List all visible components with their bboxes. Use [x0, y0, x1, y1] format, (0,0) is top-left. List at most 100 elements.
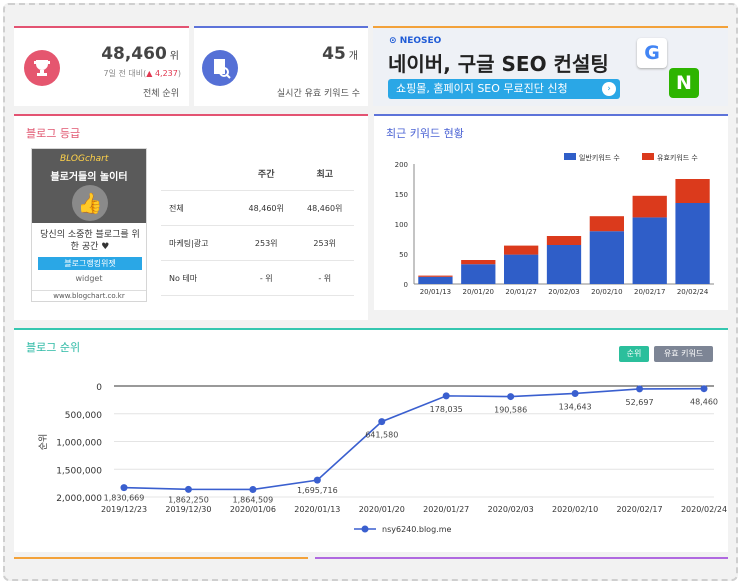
y-axis-label: 순위: [38, 434, 49, 451]
rank-chart-card: 블로그 순위 순위 유효 키워드 0 500,000 1,000,000 1,500,…: [14, 328, 728, 552]
y-tick-label: 200: [395, 161, 408, 169]
widget-tagline: 블로거들의 놀이터: [50, 172, 128, 183]
y-tick-label: 50: [399, 251, 408, 259]
best-rank: - 위: [295, 260, 354, 296]
x-tick-label: 2020/01/06: [230, 505, 276, 514]
best-rank: 48,460위: [295, 190, 354, 226]
legend-label-general: 일반키워드 수: [579, 153, 620, 162]
data-point: [249, 485, 257, 493]
legend-swatch-valid: [642, 153, 654, 160]
keyword-count: 45 개: [322, 44, 358, 64]
y-tick-label: 1,000,000: [56, 439, 102, 449]
keyword-chart-title: 최근 키워드 현황: [386, 127, 464, 140]
grade-header-weekly: 주간: [236, 156, 296, 191]
data-point: [700, 385, 708, 393]
x-tick-label: 20/02/10: [591, 288, 622, 296]
neoseo-logo: ⊙ NEOSEO: [389, 36, 442, 46]
best-rank: 253위: [295, 225, 354, 261]
naver-logo-icon: N: [669, 68, 699, 98]
keyword-caption: 실시간 유효 키워드 수: [276, 89, 360, 99]
bar-general: [632, 217, 667, 284]
bar-general: [418, 276, 453, 284]
google-logo-icon: G: [637, 38, 667, 68]
blog-grade-title: 블로그 등급: [26, 127, 81, 140]
y-tick-label: 0: [404, 281, 408, 289]
data-label: 641,580: [365, 431, 398, 440]
legend-marker: [361, 525, 369, 533]
bar-valid: [675, 179, 710, 203]
x-tick-label: 2020/01/20: [359, 505, 405, 514]
data-label: 190,586: [494, 406, 527, 415]
x-tick-label: 2020/01/27: [423, 505, 469, 514]
ad-cta-button[interactable]: 쇼핑몰, 홈페이지 SEO 무료진단 신청 ›: [388, 79, 620, 99]
rank-line-chart: 0 500,000 1,000,000 1,500,000 2,000,000 순위 201…: [38, 383, 727, 534]
x-tick-label: 20/01/13: [420, 288, 451, 296]
thumbs-up-icon: 👍: [72, 185, 108, 221]
bottom-purple-line: [315, 557, 728, 559]
data-label: 1,862,250: [168, 495, 209, 504]
bar-general: [461, 264, 496, 284]
x-tick-label: 2020/02/17: [617, 505, 663, 514]
bar-valid: [418, 275, 453, 277]
blogchart-widget[interactable]: BLOGchart 블로거들의 놀이터 👍 당신의 소중한 블로그를 위한 공간…: [31, 148, 147, 302]
rank-summary-card: 48,460 위 7일 전 대비(▲ 4,237) 전체 순위: [14, 26, 189, 106]
data-point: [442, 392, 450, 400]
row-label: 전체: [161, 190, 237, 226]
x-tick-label: 20/01/20: [463, 288, 494, 296]
rank-value: 48,460 위: [101, 44, 179, 64]
row-label: 마케팅|광고: [161, 225, 237, 261]
y-tick-label: 500,000: [65, 411, 102, 421]
grade-header-empty: [161, 156, 237, 191]
y-tick-label: 150: [395, 191, 408, 199]
widget-url[interactable]: www.blogchart.co.kr: [32, 290, 146, 300]
weekly-rank: 253위: [236, 225, 296, 261]
x-tick-label: 2019/12/30: [165, 505, 211, 514]
widget-ranking-button[interactable]: 블로그랭킹위젯: [38, 257, 142, 270]
bar-general: [504, 254, 539, 284]
keyword-bar-chart: 0 50 100 150 200 20/01/13 20/01/20 20/01/27 20/0…: [395, 153, 714, 296]
data-label: 1,695,716: [297, 486, 338, 495]
data-point: [507, 393, 515, 401]
grade-table: 주간 최고 전체 48,460위 48,460위 마케팅|광고 253위 253…: [161, 156, 354, 296]
x-tick-label: 2020/02/10: [552, 505, 598, 514]
keyword-chart-card: 최근 키워드 현황 0 50 100 150 200 20/01/13 20/01/20 20…: [374, 114, 728, 310]
rank-toggle-button[interactable]: 순위: [619, 346, 649, 362]
bar-valid: [546, 236, 582, 245]
row-label: No 테마: [161, 260, 237, 296]
table-row: 마케팅|광고 253위 253위: [161, 225, 354, 261]
blogchart-logo: BLOGchart: [60, 154, 109, 164]
week-compare: 7일 전 대비(▲ 4,237): [103, 69, 181, 78]
widget-label: widget: [75, 274, 103, 283]
bar-valid: [632, 195, 667, 218]
x-tick-label: 2019/12/23: [101, 505, 147, 514]
y-tick-label: 100: [395, 221, 408, 229]
ad-headline: 네이버, 구글 SEO 컨설팅: [388, 52, 609, 76]
x-tick-label: 20/02/03: [548, 288, 579, 296]
data-point: [571, 389, 579, 397]
bar-general: [546, 245, 582, 284]
rank-caption: 전체 순위: [143, 89, 179, 99]
x-tick-label: 20/02/24: [677, 288, 709, 296]
keyword-document-icon: [202, 50, 238, 86]
bar-valid: [504, 245, 539, 255]
arrow-right-icon: ›: [602, 82, 616, 96]
rank-chart-title: 블로그 순위: [26, 341, 81, 354]
legend-label-valid: 유효키워드 수: [657, 153, 698, 162]
bar-general: [675, 203, 710, 284]
y-tick-label: 2,000,000: [56, 494, 102, 504]
weekly-rank: - 위: [236, 260, 296, 296]
data-point: [120, 484, 128, 492]
valid-keyword-toggle-button[interactable]: 유효 키워드: [654, 346, 713, 362]
data-label: 1,830,669: [104, 494, 145, 503]
data-point: [184, 485, 192, 493]
bar-valid: [589, 216, 624, 232]
x-tick-label: 2020/02/03: [488, 505, 534, 514]
x-tick-label: 2020/01/13: [294, 505, 340, 514]
trophy-icon: [24, 50, 60, 86]
data-label: 178,035: [430, 405, 463, 414]
data-point: [313, 476, 321, 484]
data-label: 52,697: [626, 398, 654, 407]
table-row: 전체 48,460위 48,460위: [161, 190, 354, 226]
seo-ad-banner[interactable]: ⊙ NEOSEO 네이버, 구글 SEO 컨설팅 쇼핑몰, 홈페이지 SEO 무…: [373, 26, 728, 106]
y-tick-label: 1,500,000: [56, 466, 102, 476]
